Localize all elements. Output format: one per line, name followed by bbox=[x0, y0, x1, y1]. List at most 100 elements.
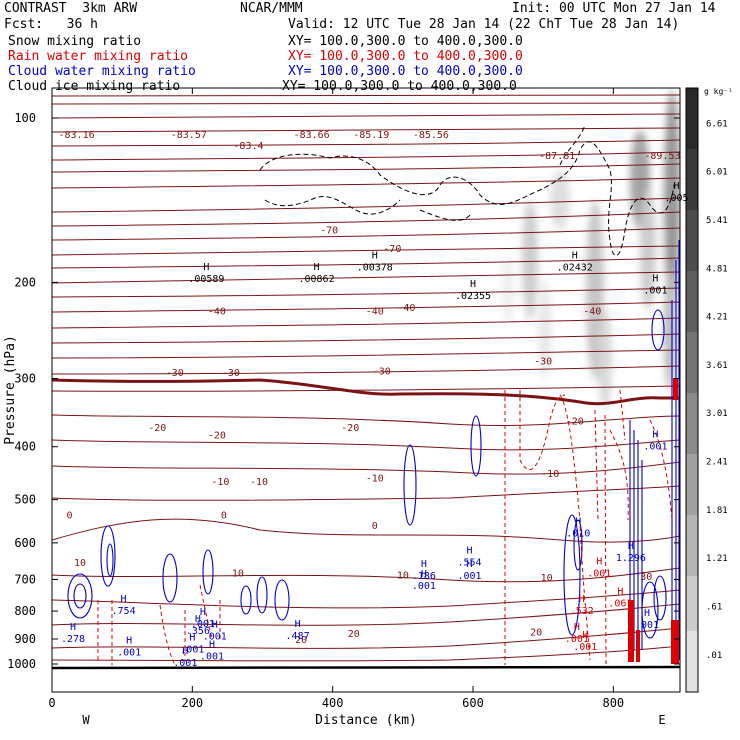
max-marker: H bbox=[212, 619, 218, 630]
y-tick-label: 500 bbox=[14, 493, 36, 507]
max-marker: H bbox=[466, 559, 472, 570]
rain-heavy-marks bbox=[628, 378, 679, 664]
colorbar-tick-label: 4.21 bbox=[706, 313, 728, 323]
temperature-label: 10 bbox=[397, 570, 409, 581]
temperature-label: -40 bbox=[208, 306, 226, 317]
colorbar-tick-label: 3.01 bbox=[706, 409, 728, 419]
temperature-label: 0 bbox=[67, 510, 73, 521]
plot-frame bbox=[51, 87, 681, 693]
x-axis-right-end: E bbox=[658, 713, 665, 727]
max-marker: H bbox=[466, 546, 472, 557]
max-value: 1.296 bbox=[616, 553, 646, 564]
max-value: .061 bbox=[608, 599, 632, 610]
max-value: .278 bbox=[61, 634, 85, 645]
colorbar-tick-label: 2.41 bbox=[706, 458, 728, 468]
init-time: Init: 00 UTC Mon 27 Jan 14 bbox=[512, 1, 716, 16]
max-marker: H bbox=[644, 608, 650, 619]
temperature-label: -10 bbox=[366, 473, 384, 484]
temperature-label: -70 bbox=[383, 244, 401, 255]
legend-name-cloudice: Cloud ice mixing ratio bbox=[8, 79, 181, 94]
legend-xy-cloudwater: XY= 100.0,300.0 to 400.0,300.0 bbox=[288, 64, 523, 79]
max-marker: H bbox=[295, 619, 301, 630]
colorbar-tick-label: 4.81 bbox=[706, 264, 728, 274]
max-marker: H bbox=[673, 181, 679, 192]
max-marker: H bbox=[652, 274, 658, 285]
temperature-label: -30 bbox=[373, 366, 391, 377]
max-marker: H bbox=[421, 559, 427, 570]
temperature-label: 10 bbox=[232, 569, 244, 580]
x-axis: 0 200 400 600 800 bbox=[48, 88, 624, 710]
temperature-label: -85.56 bbox=[413, 130, 449, 141]
x-tick-label: 0 bbox=[48, 696, 55, 710]
max-value: .001 bbox=[587, 569, 611, 580]
x-tick-label: 200 bbox=[181, 696, 203, 710]
max-marker: H bbox=[203, 262, 209, 273]
max-value: .001 bbox=[412, 581, 436, 592]
temperature-label: -10 bbox=[211, 477, 229, 488]
snow-shading bbox=[502, 90, 680, 410]
colorbar-ticks: 6.61 6.01 5.41 4.81 4.21 3.61 3.01 2.41 1.81 1.21… bbox=[706, 119, 728, 661]
temperature-label: -20 bbox=[208, 431, 226, 442]
max-value: .02355 bbox=[455, 291, 491, 302]
temperature-label: 20 bbox=[295, 635, 307, 646]
legend-name-rain: Rain water mixing ratio bbox=[8, 49, 189, 64]
forecast-hour: Fcst: 36 h bbox=[4, 17, 98, 32]
colorbar-tick-label: 1.81 bbox=[706, 506, 728, 516]
max-value: .532 bbox=[570, 606, 594, 617]
max-marker: H bbox=[470, 279, 476, 290]
max-value: .001 bbox=[635, 620, 659, 631]
colorbar-tick-label: 6.61 bbox=[706, 119, 728, 129]
y-tick-label: 100 bbox=[14, 111, 36, 125]
temperature-label: -10 bbox=[541, 469, 559, 480]
max-value: .00862 bbox=[298, 274, 334, 285]
temperature-label: 0 bbox=[372, 521, 378, 532]
max-marker: H bbox=[617, 587, 623, 598]
y-tick-label: 600 bbox=[14, 536, 36, 550]
temperature-label: 0 bbox=[221, 510, 227, 521]
colorbar-units: g kg⁻¹ bbox=[704, 87, 733, 96]
temperature-label: -20 bbox=[148, 423, 166, 434]
temperature-label: -20 bbox=[341, 423, 359, 434]
x-axis-label: Distance (km) bbox=[315, 713, 417, 728]
max-value: .02432 bbox=[557, 263, 593, 274]
max-marker: H bbox=[628, 541, 634, 552]
legend-name-cloudwater: Cloud water mixing ratio bbox=[8, 64, 196, 79]
temperature-label: 30 bbox=[640, 572, 652, 583]
temperature-label: -83.16 bbox=[58, 130, 94, 141]
max-marker: H bbox=[189, 632, 195, 643]
rain-water-contours bbox=[97, 389, 673, 666]
max-marker: H bbox=[579, 594, 585, 605]
x-tick-label: 600 bbox=[462, 696, 484, 710]
max-value: .001 bbox=[117, 648, 141, 659]
max-value: .554 bbox=[457, 558, 481, 569]
x-tick-label: 800 bbox=[602, 696, 624, 710]
temperature-label: -87.81 bbox=[539, 151, 575, 162]
max-marker: H bbox=[314, 262, 320, 273]
y-tick-label: 200 bbox=[14, 275, 36, 289]
max-marker: H bbox=[582, 630, 588, 641]
max-value: .00589 bbox=[188, 274, 224, 285]
temperature-label: -70 bbox=[320, 225, 338, 236]
legend-xy-snow: XY= 100.0,300.0 to 400.0,300.0 bbox=[288, 34, 523, 49]
x-axis-left-end: W bbox=[82, 713, 90, 727]
temperature-label: -30 bbox=[222, 368, 240, 379]
max-marker: H bbox=[195, 614, 201, 625]
colorbar-tick-label: 3.61 bbox=[706, 361, 728, 371]
max-marker: H bbox=[182, 646, 188, 657]
colorbar-tick-label: 5.41 bbox=[706, 216, 728, 226]
cloud-water-contours bbox=[67, 240, 680, 660]
x-tick-label: 400 bbox=[322, 696, 344, 710]
temperature-label: 20 bbox=[530, 628, 542, 639]
y-tick-label: 1000 bbox=[7, 657, 36, 671]
temperature-label: -10 bbox=[250, 477, 268, 488]
temperature-label: -83.4 bbox=[233, 141, 263, 152]
max-value: .001 bbox=[203, 631, 227, 642]
temperature-label: -20 bbox=[566, 416, 584, 427]
temperature-label: 10 bbox=[541, 573, 553, 584]
max-marker: H bbox=[652, 430, 658, 441]
max-value: .001 bbox=[457, 571, 481, 582]
legend-xy-cloudice: XY= 100.0,300.0 to 400.0,300.0 bbox=[282, 79, 517, 94]
freezing-line bbox=[52, 378, 680, 406]
y-tick-label: 300 bbox=[14, 372, 36, 386]
max-value: .001 bbox=[200, 651, 224, 662]
